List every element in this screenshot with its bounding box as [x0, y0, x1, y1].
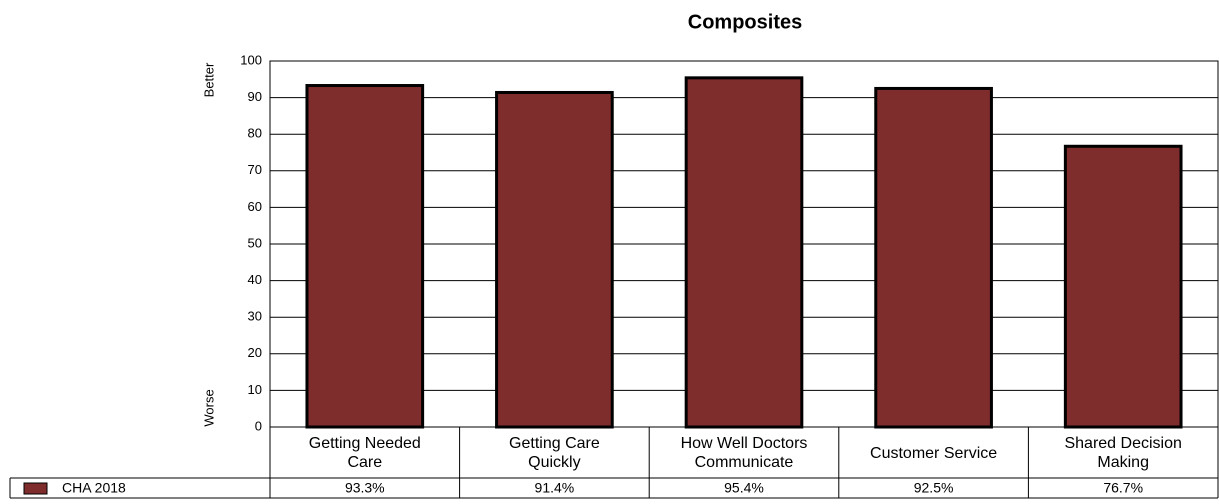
y-tick-label: 40 — [248, 272, 262, 287]
value-label: 91.4% — [535, 480, 575, 496]
y-tick-label: 30 — [248, 309, 262, 324]
value-label: 76.7% — [1103, 480, 1143, 496]
value-label: 92.5% — [914, 480, 954, 496]
x-tick-label: Getting Care Quickly — [509, 435, 600, 471]
x-tick-label: How Well Doctors Communicate — [680, 435, 808, 471]
category-cell: How Well Doctors Communicate — [649, 430, 839, 476]
category-cell: Getting Care Quickly — [460, 430, 650, 476]
category-cell: Shared Decision Making — [1028, 430, 1218, 476]
y-tick-label: 70 — [248, 162, 262, 177]
axis-label-top: Better — [201, 62, 216, 97]
bar — [684, 76, 804, 429]
y-tick-label: 10 — [248, 382, 262, 397]
y-tick-label: 20 — [248, 345, 262, 360]
category-cell: Customer Service — [839, 430, 1029, 476]
y-tick-label: 50 — [248, 235, 262, 250]
x-tick-label: Shared Decision Making — [1064, 435, 1182, 471]
legend-swatch — [23, 482, 48, 495]
bar — [1063, 144, 1183, 429]
bar — [495, 90, 614, 429]
x-tick-label: Customer Service — [870, 444, 998, 462]
chart-title: Composites — [688, 11, 802, 33]
value-label: 93.3% — [345, 480, 385, 496]
x-tick-label: Getting Needed Care — [308, 435, 421, 471]
category-cell: Getting Needed Care — [270, 430, 460, 476]
y-tick-label: 60 — [248, 199, 262, 214]
bar — [874, 86, 993, 429]
y-tick-label: 0 — [255, 418, 262, 433]
axis-label-bottom: Worse — [201, 389, 216, 426]
y-tick-label: 80 — [248, 126, 262, 141]
y-tick-label: 90 — [248, 89, 262, 104]
legend-label: CHA 2018 — [62, 480, 126, 496]
bar — [305, 84, 425, 429]
y-tick-label: 100 — [240, 52, 262, 67]
value-label: 95.4% — [724, 480, 764, 496]
